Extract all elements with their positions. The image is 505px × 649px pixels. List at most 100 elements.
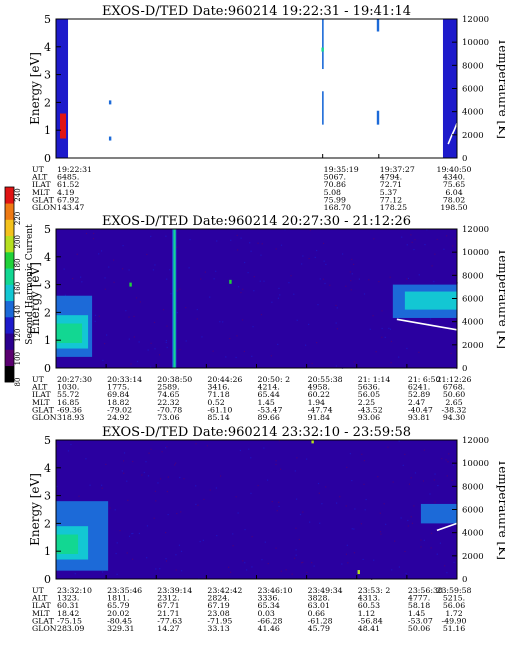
noise-pixel xyxy=(454,238,456,240)
noise-pixel xyxy=(98,253,100,255)
orbit-value: 283.09 xyxy=(57,624,84,633)
orbit-value: 60.53 xyxy=(358,601,380,610)
orbit-value: 20:27:30 xyxy=(57,375,92,384)
noise-pixel xyxy=(390,362,392,364)
noise-pixel xyxy=(276,510,278,512)
colorbar-frame xyxy=(4,186,15,383)
noise-pixel xyxy=(263,447,265,449)
noise-pixel xyxy=(362,558,364,561)
noise-pixel xyxy=(146,525,149,527)
noise-pixel xyxy=(128,338,130,340)
noise-pixel xyxy=(128,316,130,318)
orbit-value: 60.31 xyxy=(57,601,79,610)
colorbar-segment xyxy=(5,300,14,318)
orbit-value: 5215. xyxy=(443,594,465,603)
noise-pixel xyxy=(313,565,315,567)
orbit-value: 33.13 xyxy=(207,624,229,633)
noise-pixel xyxy=(181,570,183,572)
data-point xyxy=(229,279,232,284)
orbit-value: 5.37 xyxy=(380,188,397,197)
orbit-value: 2824. xyxy=(207,594,229,603)
y2-tick-label: 2000 xyxy=(462,341,484,351)
orbit-value: 19:22:31 xyxy=(57,165,92,174)
noise-pixel xyxy=(209,296,211,298)
noise-pixel xyxy=(361,453,363,455)
noise-pixel xyxy=(410,234,412,236)
noise-pixel xyxy=(433,280,435,283)
noise-pixel xyxy=(85,458,87,460)
noise-pixel xyxy=(166,446,168,448)
noise-pixel xyxy=(311,562,313,564)
orbit-value: 4958. xyxy=(308,383,330,392)
noise-pixel xyxy=(131,532,133,535)
noise-pixel xyxy=(241,319,244,321)
noise-pixel xyxy=(259,280,261,282)
noise-pixel xyxy=(360,523,362,525)
noise-pixel xyxy=(345,553,348,555)
noise-pixel xyxy=(319,522,321,524)
noise-pixel xyxy=(450,352,452,355)
orbit-value: -53.47 xyxy=(258,405,283,414)
data-block xyxy=(376,110,380,125)
noise-pixel xyxy=(98,315,100,317)
noise-pixel xyxy=(116,573,118,575)
orbit-value: 71.18 xyxy=(207,390,229,399)
colorbar-tick-label: 80 xyxy=(14,378,22,387)
noise-pixel xyxy=(145,461,147,463)
orbit-value: 78.02 xyxy=(443,195,465,204)
noise-pixel xyxy=(202,539,204,541)
noise-pixel xyxy=(242,560,244,562)
noise-pixel xyxy=(229,571,232,573)
noise-pixel xyxy=(204,271,206,273)
noise-pixel xyxy=(309,521,311,523)
noise-pixel xyxy=(153,321,156,323)
noise-pixel xyxy=(295,549,297,551)
noise-pixel xyxy=(406,347,408,350)
noise-pixel xyxy=(157,482,159,484)
noise-pixel xyxy=(406,278,408,280)
noise-pixel xyxy=(381,327,383,330)
orbit-value: 2.25 xyxy=(358,398,375,407)
noise-pixel xyxy=(237,286,240,288)
noise-pixel xyxy=(113,281,115,283)
noise-pixel xyxy=(335,502,338,504)
orbit-value: 178.25 xyxy=(380,203,407,212)
noise-pixel xyxy=(232,545,234,547)
noise-pixel xyxy=(379,512,381,514)
noise-pixel xyxy=(350,289,352,291)
plot-background xyxy=(56,19,457,158)
noise-pixel xyxy=(213,278,215,280)
orbit-value: 85.14 xyxy=(207,413,229,422)
noise-pixel xyxy=(250,250,252,252)
orbit-value: 60.22 xyxy=(308,390,330,399)
orbit-value: -77.63 xyxy=(157,616,182,625)
noise-pixel xyxy=(434,473,436,475)
colorbar-tick-label: 140 xyxy=(14,305,22,318)
noise-pixel xyxy=(284,229,286,231)
noise-pixel xyxy=(411,241,413,243)
noise-pixel xyxy=(154,490,157,492)
noise-pixel xyxy=(317,304,319,306)
noise-pixel xyxy=(81,281,83,283)
noise-pixel xyxy=(390,340,393,343)
noise-pixel xyxy=(128,269,130,271)
noise-pixel xyxy=(183,478,185,480)
noise-pixel xyxy=(446,572,448,574)
y2-axis-label: Temperature [K] xyxy=(496,38,505,139)
noise-pixel xyxy=(251,536,253,538)
noise-pixel xyxy=(165,560,168,562)
orbit-value: 16.85 xyxy=(57,398,79,407)
y2-tick-label: 8000 xyxy=(462,271,484,281)
noise-pixel xyxy=(324,282,326,285)
orbit-value: 67.71 xyxy=(157,601,179,610)
noise-pixel xyxy=(215,487,217,489)
noise-pixel xyxy=(451,479,453,481)
y2-tick-label: 6000 xyxy=(462,506,484,516)
noise-pixel xyxy=(439,542,441,544)
orbit-value: 2.65 xyxy=(445,398,462,407)
noise-pixel xyxy=(347,562,349,564)
noise-pixel xyxy=(176,290,178,292)
noise-pixel xyxy=(398,566,400,568)
noise-pixel xyxy=(244,562,246,564)
noise-pixel xyxy=(179,288,181,290)
